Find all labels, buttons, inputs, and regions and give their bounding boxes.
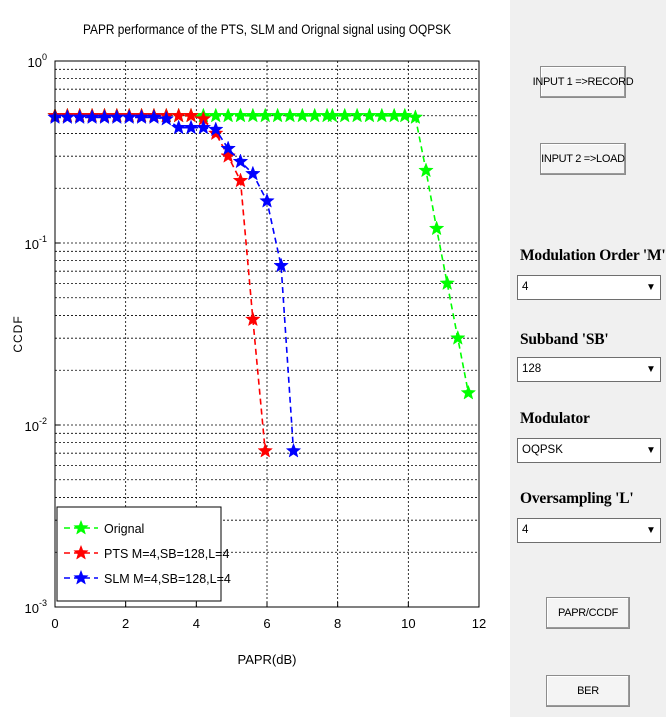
series-3 xyxy=(47,109,302,458)
data-point xyxy=(460,384,477,400)
data-point xyxy=(232,153,249,169)
data-point xyxy=(158,110,175,126)
legend-marker xyxy=(73,544,89,560)
oversampling-value: 4 xyxy=(522,524,529,536)
data-point xyxy=(146,109,162,125)
y-tick-label: 10-1 xyxy=(25,234,47,252)
x-tick-label: 8 xyxy=(334,616,341,631)
x-tick-label: 4 xyxy=(193,616,200,631)
x-tick-label: 12 xyxy=(472,616,486,631)
data-point xyxy=(439,275,456,291)
data-point xyxy=(245,165,261,181)
subband-label: Subband 'SB' xyxy=(520,331,609,348)
papr-ccdf-plot: 0 2 4 6 8 10 12 100 10-1 10-2 10-3 PAPR performanc… xyxy=(0,0,510,717)
data-point xyxy=(449,329,466,345)
x-tick-label: 10 xyxy=(401,616,415,631)
data-point xyxy=(257,442,274,458)
modulator-value: OQPSK xyxy=(522,444,563,456)
papr-ccdf-button[interactable]: PAPR/CCDF xyxy=(546,597,630,629)
data-point xyxy=(183,107,199,123)
data-point xyxy=(285,442,302,458)
y-tick-label: 100 xyxy=(28,52,47,70)
ber-button[interactable]: BER xyxy=(546,675,630,707)
modulation-order-label: Modulation Order 'M' xyxy=(520,247,666,264)
y-tick-label: 10-3 xyxy=(25,598,47,616)
legend-marker xyxy=(73,519,89,535)
y-axis-label: CCDF xyxy=(11,315,25,352)
subband-value: 128 xyxy=(522,363,542,375)
modulator-select[interactable]: OQPSK ▼ xyxy=(517,438,661,463)
data-point xyxy=(195,119,212,135)
input2-load-button[interactable]: INPUT 2 =>LOAD xyxy=(540,143,626,175)
legend-entry: SLM M=4,SB=128,L=4 xyxy=(104,572,231,586)
data-point xyxy=(245,311,261,327)
data-point xyxy=(259,192,275,208)
modulator-label: Modulator xyxy=(520,410,590,427)
grid-lines xyxy=(55,61,479,607)
data-point xyxy=(207,121,224,137)
chevron-down-icon: ▼ xyxy=(646,282,656,293)
x-tick-label: 6 xyxy=(263,616,270,631)
modulation-order-value: 4 xyxy=(522,281,529,293)
data-point xyxy=(407,109,424,125)
chart-title: PAPR performance of the PTS, SLM and Ori… xyxy=(83,22,451,37)
data-point xyxy=(220,140,236,156)
data-point xyxy=(396,107,413,123)
oversampling-select[interactable]: 4 ▼ xyxy=(517,518,661,543)
data-point xyxy=(232,172,249,188)
x-tick-label: 2 xyxy=(122,616,129,631)
legend-marker xyxy=(73,569,89,585)
subband-select[interactable]: 128 ▼ xyxy=(517,357,661,382)
input1-record-button[interactable]: INPUT 1 =>RECORD xyxy=(533,66,634,98)
oversampling-label: Oversampling 'L' xyxy=(520,490,634,507)
legend-entry: PTS M=4,SB=128,L=4 xyxy=(104,547,229,561)
y-tick-label: 10-2 xyxy=(25,416,47,434)
chevron-down-icon: ▼ xyxy=(646,445,656,456)
modulation-order-select[interactable]: 4 ▼ xyxy=(517,275,661,300)
data-point xyxy=(273,257,289,273)
data-point xyxy=(418,162,434,178)
legend: Orignal PTS M=4,SB=128,L=4 SLM M=4,SB=128,… xyxy=(56,506,231,602)
chevron-down-icon: ▼ xyxy=(646,525,656,536)
chevron-down-icon: ▼ xyxy=(646,364,656,375)
data-point xyxy=(428,220,445,236)
tick-group: 0 2 4 6 8 10 12 100 10-1 10-2 10-3 xyxy=(25,52,487,631)
legend-entry: Orignal xyxy=(104,522,144,536)
x-axis-label: PAPR(dB) xyxy=(238,652,297,667)
x-tick-label: 0 xyxy=(51,616,58,631)
